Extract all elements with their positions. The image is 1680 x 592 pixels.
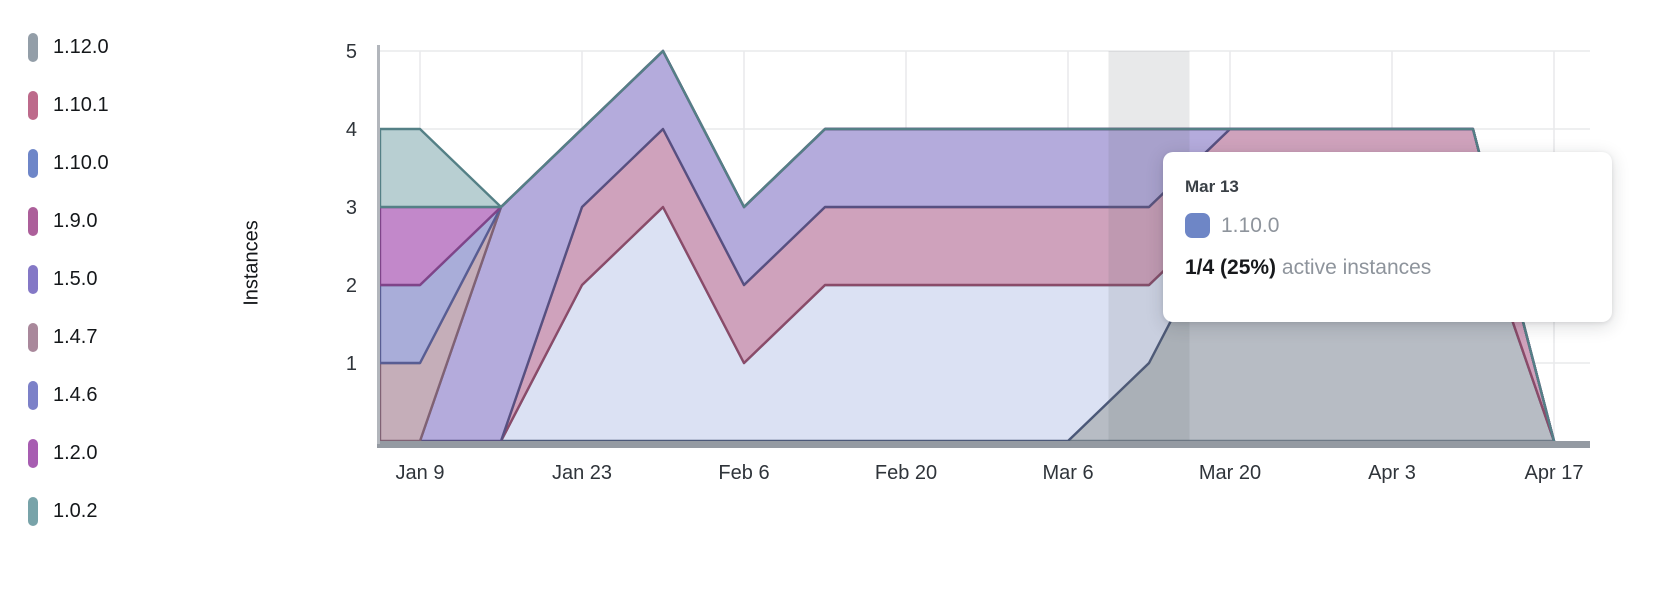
x-tick-label: Apr 3 (1368, 462, 1416, 484)
legend-swatch-icon (28, 206, 38, 236)
legend-item-1.2.0[interactable]: 1.2.0 (28, 424, 109, 482)
y-tick-label: 1 (346, 353, 357, 375)
tooltip-value: 1/4 (25%) (1185, 256, 1277, 279)
x-tick-label: Mar 6 (1042, 462, 1093, 484)
legend-item-label: 1.2.0 (53, 441, 98, 464)
y-tick-label: 3 (346, 197, 357, 219)
legend-item-label: 1.5.0 (53, 267, 98, 290)
x-tick-label: Mar 20 (1199, 462, 1261, 484)
tooltip-series-swatch-icon (1185, 213, 1210, 238)
legend-item-label: 1.4.7 (53, 325, 98, 348)
x-tick-label: Feb 6 (718, 462, 769, 484)
legend-item-1.10.0[interactable]: 1.10.0 (28, 134, 109, 192)
y-tick-label: 4 (346, 119, 357, 141)
legend-item-1.4.6[interactable]: 1.4.6 (28, 366, 109, 424)
legend-item-label: 1.0.2 (53, 499, 98, 522)
legend-item-1.0.2[interactable]: 1.0.2 (28, 482, 109, 540)
y-tick-label: 2 (346, 275, 357, 297)
tooltip-series-name: 1.10.0 (1221, 213, 1280, 237)
legend-item-1.4.7[interactable]: 1.4.7 (28, 308, 109, 366)
y-tick-label: 5 (346, 41, 357, 63)
x-tick-label: Jan 9 (396, 462, 445, 484)
x-tick-label: Feb 20 (875, 462, 937, 484)
legend-item-1.9.0[interactable]: 1.9.0 (28, 192, 109, 250)
legend-swatch-icon (28, 148, 38, 178)
tooltip-date: Mar 13 (1185, 177, 1239, 196)
chart-legend: 1.12.0 1.10.1 1.10.0 1.9.0 1.5.0 1.4.7 1.4.6 1.… (28, 18, 109, 540)
legend-swatch-icon (28, 264, 38, 294)
legend-swatch-icon (28, 322, 38, 352)
legend-swatch-icon (28, 380, 38, 410)
legend-item-label: 1.12.0 (53, 35, 109, 58)
tooltip-value-suffix: active instances (1281, 256, 1432, 279)
x-tick-label: Apr 17 (1525, 462, 1584, 484)
legend-swatch-icon (28, 90, 38, 120)
legend-item-1.10.1[interactable]: 1.10.1 (28, 76, 109, 134)
tooltip-value-line: 1/4 (25%) active instances (1185, 256, 1590, 280)
legend-swatch-icon (28, 438, 38, 468)
axis-tick-labels: 1 2 3 4 5 Jan 9 Jan 23 Feb 6 Feb 20 Mar 6 Mar 20 Ap… (346, 41, 1584, 484)
x-tick-label: Jan 23 (552, 462, 612, 484)
axes (377, 45, 1590, 448)
chart-tooltip: Mar 13 1.10.0 1/4 (25%) active instances (1163, 152, 1612, 322)
legend-item-label: 1.10.1 (53, 93, 109, 116)
legend-item-label: 1.10.0 (53, 151, 109, 174)
legend-item-1.5.0[interactable]: 1.5.0 (28, 250, 109, 308)
legend-swatch-icon (28, 32, 38, 62)
legend-item-label: 1.9.0 (53, 209, 98, 232)
legend-swatch-icon (28, 496, 38, 526)
legend-item-label: 1.4.6 (53, 383, 98, 406)
legend-item-1.12.0[interactable]: 1.12.0 (28, 18, 109, 76)
